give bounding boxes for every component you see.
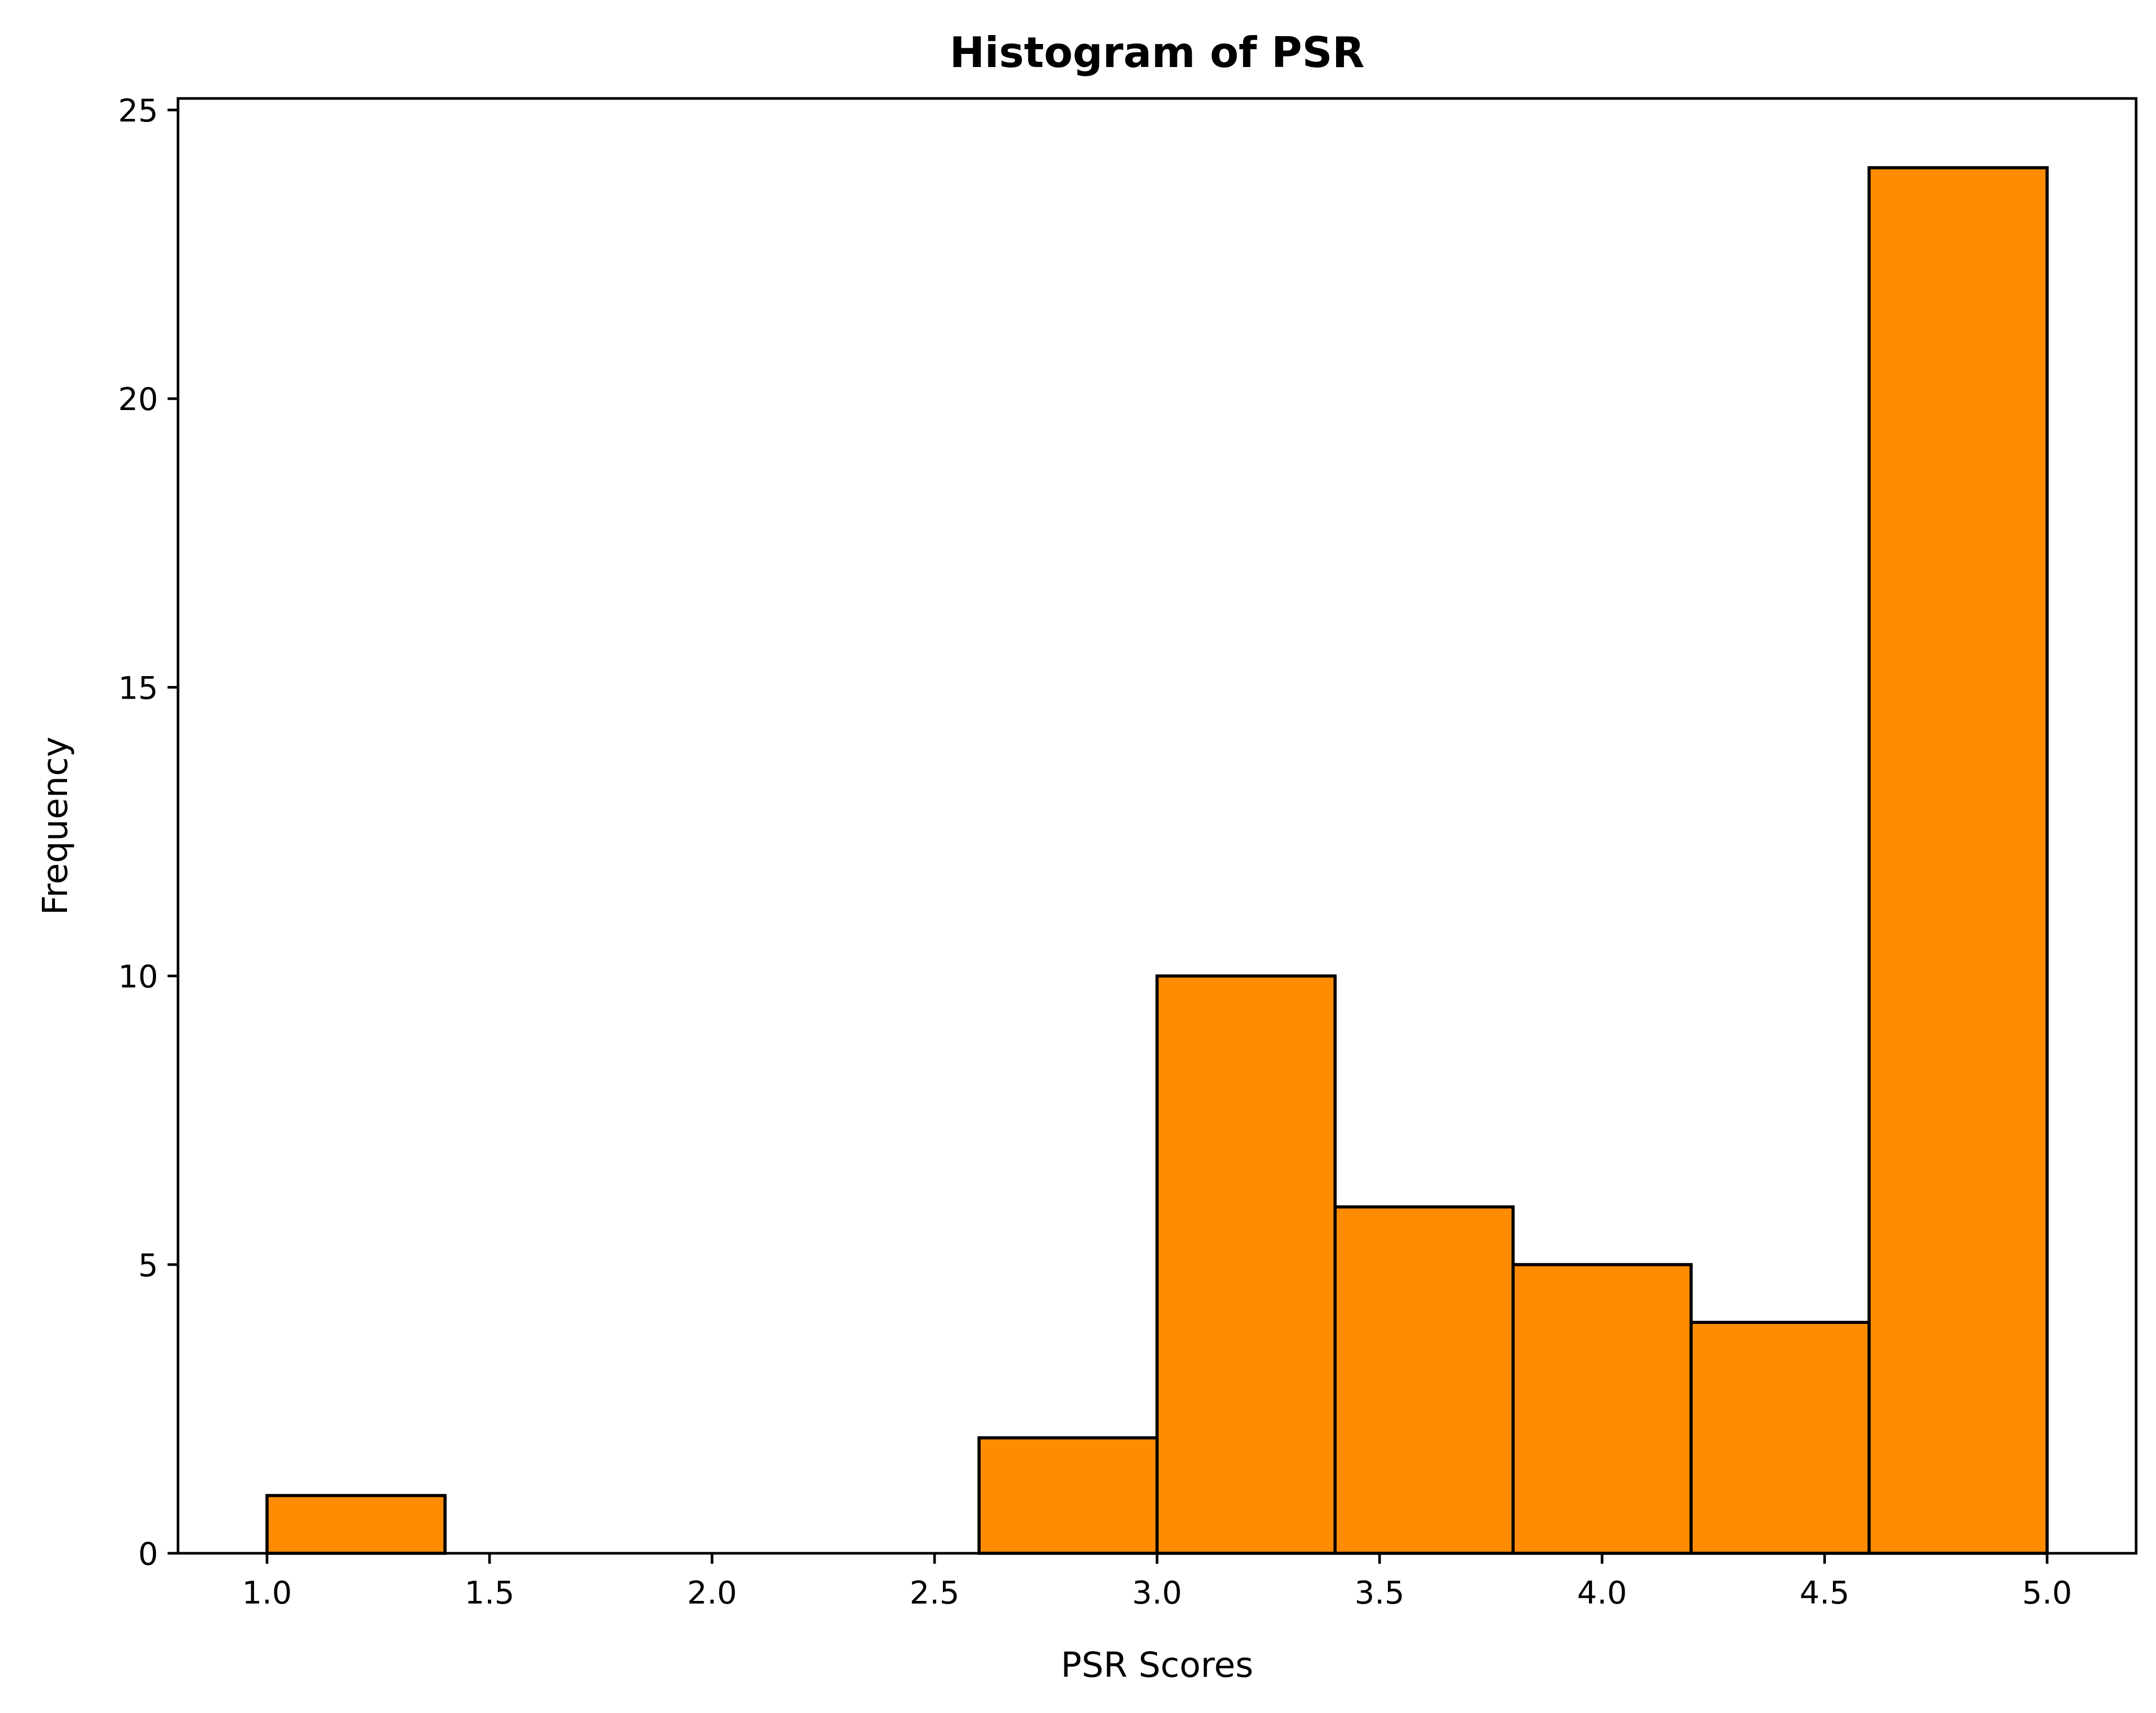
y-tick-label-4: 20	[118, 381, 158, 418]
histogram-bar-8	[1690, 1321, 1871, 1555]
y-tick-label-1: 5	[138, 1247, 158, 1284]
x-tick-label-3: 2.5	[909, 1575, 959, 1611]
y-axis-label: Frequency	[35, 737, 75, 915]
x-ticks: 1.0 1.5 2.0 2.5 3.0 3.5 4.0 4.5 5.0	[242, 1553, 2072, 1611]
chart-title: Histogram of PSR	[950, 28, 1365, 77]
y-tick-label-2: 10	[118, 959, 158, 996]
plot-frame	[176, 97, 2138, 1555]
x-tick-label-0: 1.0	[242, 1575, 292, 1611]
histogram-bar-0	[265, 1494, 447, 1555]
x-tick-label-4: 3.0	[1132, 1575, 1182, 1611]
x-axis-label: PSR Scores	[1061, 1645, 1253, 1685]
x-tick-label-2: 2.0	[687, 1575, 737, 1611]
histogram-bar-9	[1868, 166, 2049, 1555]
y-tick-label-3: 15	[118, 670, 158, 706]
x-tick-label-1: 1.5	[464, 1575, 514, 1611]
histogram-bar-7	[1512, 1263, 1693, 1555]
histogram-bar-5	[1155, 974, 1337, 1555]
histogram-bar-4	[977, 1436, 1159, 1555]
y-tick-label-0: 0	[138, 1536, 158, 1573]
y-tick-label-5: 25	[118, 93, 158, 129]
x-tick-label-8: 5.0	[2022, 1575, 2072, 1611]
x-tick-label-6: 4.0	[1577, 1575, 1627, 1611]
x-tick-label-5: 3.5	[1354, 1575, 1404, 1611]
x-tick-label-7: 4.5	[1799, 1575, 1849, 1611]
y-ticks: 0 5 10 15 20 25	[118, 93, 178, 1573]
histogram-bar-6	[1333, 1205, 1515, 1555]
bars-group	[265, 166, 2049, 1555]
